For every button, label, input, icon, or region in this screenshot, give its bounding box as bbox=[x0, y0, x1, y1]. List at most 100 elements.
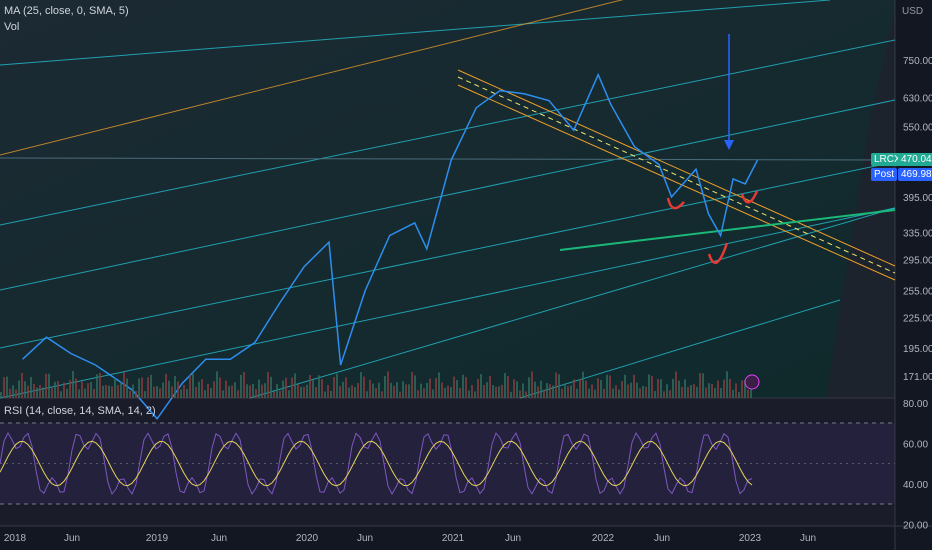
volume-bar bbox=[702, 373, 704, 398]
volume-bar bbox=[648, 374, 650, 398]
volume-bar bbox=[12, 385, 14, 398]
volume-bar bbox=[180, 389, 182, 398]
volume-bar bbox=[717, 380, 719, 398]
volume-bar bbox=[195, 386, 197, 398]
volume-bar bbox=[474, 391, 476, 398]
volume-bar bbox=[345, 377, 347, 398]
volume-bar bbox=[84, 388, 86, 398]
volume-bar bbox=[612, 388, 614, 398]
volume-bar bbox=[63, 382, 65, 398]
volume-bar bbox=[258, 379, 260, 398]
volume-bar bbox=[711, 383, 713, 398]
volume-bar bbox=[126, 378, 128, 398]
channel-line bbox=[0, 39, 896, 226]
ma-indicator-label[interactable]: MA (25, close, 0, SMA, 5) bbox=[4, 5, 129, 17]
volume-bar bbox=[297, 384, 299, 398]
volume-bar bbox=[117, 385, 119, 398]
volume-bar bbox=[513, 379, 515, 398]
post-price-badge: 469.98 bbox=[898, 168, 932, 181]
volume-bar bbox=[156, 386, 158, 398]
volume-bar bbox=[141, 377, 143, 398]
volume-bar bbox=[432, 389, 434, 398]
volume-bar bbox=[738, 391, 740, 398]
volume-bar bbox=[393, 385, 395, 398]
volume-bar bbox=[207, 383, 209, 398]
volume-bar bbox=[87, 383, 89, 398]
volume-bar bbox=[315, 387, 317, 398]
volume-bar bbox=[18, 380, 20, 398]
rsi-indicator-label[interactable]: RSI (14, close, 14, SMA, 14, 2) bbox=[4, 405, 156, 417]
volume-bar bbox=[249, 385, 251, 398]
volume-bar bbox=[666, 384, 668, 398]
volume-bar bbox=[321, 379, 323, 398]
volume-bar bbox=[330, 390, 332, 398]
volume-bar bbox=[654, 390, 656, 398]
volume-bar bbox=[24, 381, 26, 398]
volume-bar bbox=[9, 388, 11, 398]
volume-bar bbox=[123, 372, 125, 398]
rsi-line bbox=[0, 431, 753, 496]
volume-bar bbox=[450, 387, 452, 398]
annotation-arrow-head bbox=[724, 140, 734, 150]
rsi-signal-line bbox=[0, 440, 753, 487]
volume-bar bbox=[357, 383, 359, 398]
rsi-tick-label: 20.00 bbox=[903, 520, 928, 531]
time-tick-label: Jun bbox=[211, 533, 227, 544]
time-tick-label: Jun bbox=[800, 533, 816, 544]
volume-bar bbox=[444, 387, 446, 398]
volume-bar bbox=[405, 384, 407, 398]
volume-bar bbox=[516, 381, 518, 398]
volume-bar bbox=[228, 386, 230, 398]
price-tick-label: 750.00 bbox=[903, 56, 932, 67]
volume-bar bbox=[96, 374, 98, 398]
volume-bar bbox=[477, 378, 479, 398]
volume-bar bbox=[354, 387, 356, 398]
volume-bar bbox=[114, 378, 116, 398]
volume-bar bbox=[360, 372, 362, 398]
volume-bar bbox=[399, 391, 401, 398]
volume-bar bbox=[186, 389, 188, 398]
volume-bar bbox=[609, 375, 611, 398]
volume-bar bbox=[312, 380, 314, 398]
volume-bar bbox=[633, 374, 635, 398]
price-tick-label: 335.00 bbox=[903, 228, 932, 239]
volume-bar bbox=[3, 377, 5, 398]
volume-bar bbox=[351, 385, 353, 398]
volume-indicator-label[interactable]: Vol bbox=[4, 21, 20, 33]
volume-bar bbox=[282, 380, 284, 398]
time-tick-label: 2020 bbox=[296, 533, 319, 544]
volume-bar bbox=[90, 381, 92, 398]
volume-bar bbox=[111, 386, 113, 398]
volume-bar bbox=[324, 391, 326, 398]
channel-line bbox=[0, 0, 831, 66]
volume-bar bbox=[525, 391, 527, 398]
volume-bar bbox=[15, 389, 17, 398]
volume-bar bbox=[540, 380, 542, 398]
volume-bar bbox=[270, 376, 272, 398]
volume-bar bbox=[564, 383, 566, 398]
volume-bar bbox=[687, 386, 689, 398]
volume-bar bbox=[483, 385, 485, 398]
volume-bar bbox=[54, 381, 56, 398]
event-marker-icon bbox=[744, 374, 760, 390]
volume-bar bbox=[726, 371, 728, 398]
volume-bar bbox=[363, 376, 365, 398]
price-tick-label: 195.00 bbox=[903, 344, 932, 355]
channel-line bbox=[0, 99, 896, 291]
volume-bar bbox=[66, 388, 68, 398]
volume-bar bbox=[21, 372, 23, 398]
channel-line bbox=[0, 161, 896, 349]
volume-bar bbox=[438, 372, 440, 398]
volume-bar bbox=[492, 385, 494, 398]
volume-bar bbox=[615, 385, 617, 398]
volume-bar bbox=[147, 377, 149, 398]
volume-bar bbox=[198, 381, 200, 398]
volume-bar bbox=[735, 383, 737, 398]
volume-bar bbox=[420, 383, 422, 398]
volume-bar bbox=[201, 379, 203, 398]
channel-line bbox=[0, 207, 896, 399]
volume-bar bbox=[543, 389, 545, 398]
volume-bar bbox=[144, 391, 146, 398]
rsi-tick-label: 60.00 bbox=[903, 439, 928, 450]
